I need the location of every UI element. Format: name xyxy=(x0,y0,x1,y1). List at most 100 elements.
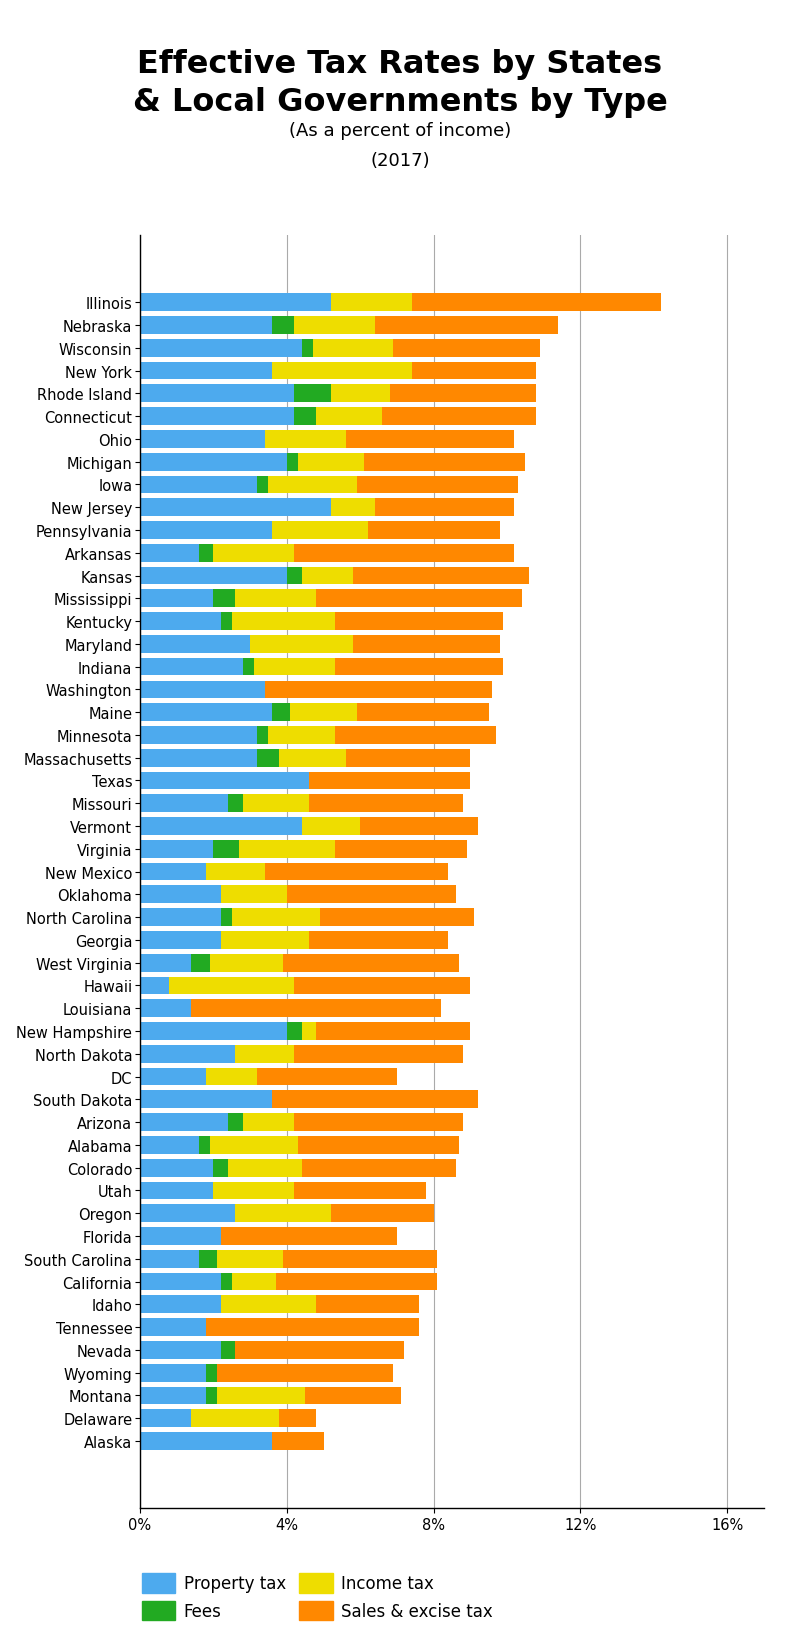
Bar xyxy=(302,818,360,836)
Bar xyxy=(228,795,242,813)
Bar xyxy=(294,1182,426,1200)
Bar xyxy=(140,476,258,494)
Text: (As a percent of income): (As a percent of income) xyxy=(289,122,511,140)
Bar xyxy=(210,954,283,971)
Bar xyxy=(140,1319,206,1337)
Bar xyxy=(198,544,214,562)
Bar xyxy=(309,773,470,791)
Bar xyxy=(357,476,518,494)
Bar xyxy=(309,931,448,949)
Bar xyxy=(170,976,294,994)
Bar xyxy=(331,385,390,403)
Bar xyxy=(140,1022,287,1040)
Bar xyxy=(217,1250,283,1268)
Bar xyxy=(331,293,412,311)
Bar xyxy=(334,659,503,676)
Bar xyxy=(140,316,272,334)
Bar xyxy=(210,1136,298,1154)
Bar xyxy=(140,773,309,791)
Bar xyxy=(214,590,235,608)
Bar xyxy=(198,1136,210,1154)
Bar xyxy=(265,681,492,699)
Bar xyxy=(206,1387,217,1405)
Bar xyxy=(316,1022,470,1040)
Bar xyxy=(412,293,662,311)
Text: Effective Tax Rates by States
& Local Governments by Type: Effective Tax Rates by States & Local Go… xyxy=(133,49,667,117)
Bar xyxy=(140,1387,206,1405)
Bar xyxy=(221,908,232,926)
Bar xyxy=(272,316,294,334)
Bar xyxy=(390,385,537,403)
Bar xyxy=(331,499,375,517)
Bar xyxy=(217,1387,305,1405)
Bar xyxy=(242,1113,294,1131)
Bar xyxy=(272,362,412,380)
Text: (2017): (2017) xyxy=(370,152,430,170)
Bar xyxy=(140,544,198,562)
Bar xyxy=(140,1205,235,1222)
Bar xyxy=(294,385,331,403)
Bar xyxy=(353,567,529,585)
Bar xyxy=(367,522,500,540)
Bar xyxy=(412,362,537,380)
Bar xyxy=(191,999,441,1017)
Bar xyxy=(140,613,221,631)
Bar xyxy=(214,1182,294,1200)
Bar xyxy=(334,727,496,745)
Bar xyxy=(302,567,353,585)
Bar xyxy=(302,339,313,357)
Bar xyxy=(140,1410,191,1428)
Bar xyxy=(140,1250,198,1268)
Bar xyxy=(228,1159,302,1177)
Bar xyxy=(191,1410,279,1428)
Bar xyxy=(140,887,221,903)
Bar xyxy=(294,1113,463,1131)
Legend: Property tax, Fees, Income tax, Sales & excise tax: Property tax, Fees, Income tax, Sales & … xyxy=(142,1573,493,1620)
Bar xyxy=(140,841,214,857)
Bar xyxy=(302,1022,316,1040)
Bar xyxy=(272,522,367,540)
Bar xyxy=(316,590,522,608)
Bar xyxy=(239,841,334,857)
Bar xyxy=(140,385,294,403)
Bar xyxy=(235,1045,294,1063)
Bar xyxy=(140,499,331,517)
Bar xyxy=(221,1341,235,1359)
Bar xyxy=(191,954,210,971)
Bar xyxy=(140,522,272,540)
Bar xyxy=(294,408,316,425)
Bar xyxy=(232,1273,276,1291)
Bar xyxy=(346,750,470,768)
Bar xyxy=(382,408,537,425)
Bar xyxy=(298,453,364,471)
Bar xyxy=(272,1433,323,1451)
Bar xyxy=(140,1045,235,1063)
Bar xyxy=(294,316,375,334)
Bar xyxy=(290,704,357,722)
Bar xyxy=(305,1387,401,1405)
Bar xyxy=(287,567,302,585)
Bar xyxy=(235,1341,404,1359)
Bar xyxy=(140,999,191,1017)
Bar xyxy=(140,1227,221,1245)
Bar xyxy=(309,795,463,813)
Bar xyxy=(294,976,470,994)
Bar xyxy=(258,727,269,745)
Bar xyxy=(140,1296,221,1314)
Bar xyxy=(394,339,540,357)
Bar xyxy=(254,659,334,676)
Bar xyxy=(140,818,302,836)
Bar xyxy=(287,453,298,471)
Bar xyxy=(214,1159,228,1177)
Bar xyxy=(140,1182,214,1200)
Bar xyxy=(140,1433,272,1451)
Bar xyxy=(276,1273,438,1291)
Bar xyxy=(235,1205,331,1222)
Bar xyxy=(228,1113,242,1131)
Bar xyxy=(272,704,290,722)
Bar xyxy=(242,659,254,676)
Bar xyxy=(221,931,309,949)
Bar xyxy=(269,476,357,494)
Bar xyxy=(140,1113,228,1131)
Bar xyxy=(221,613,232,631)
